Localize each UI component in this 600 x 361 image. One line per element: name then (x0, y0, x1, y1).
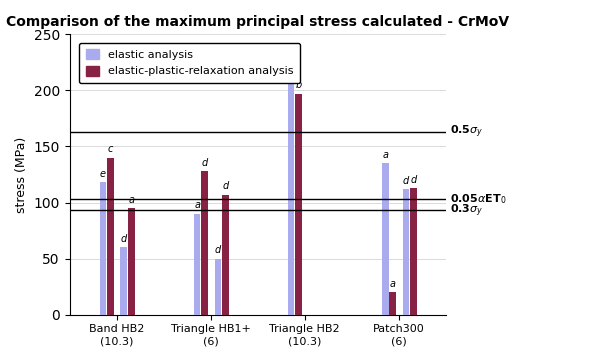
Text: d: d (222, 181, 229, 191)
Text: c: c (108, 144, 113, 154)
Text: d: d (202, 158, 208, 168)
Y-axis label: stress (MPa): stress (MPa) (15, 136, 28, 213)
Bar (215, 258, 221, 315)
Bar (382, 163, 389, 315)
Bar (100, 182, 106, 315)
Bar (389, 292, 396, 315)
Bar (410, 188, 417, 315)
Bar (222, 195, 229, 315)
Text: d: d (121, 234, 127, 244)
Text: a: a (194, 200, 200, 210)
Text: a: a (382, 150, 388, 160)
Text: b: b (296, 81, 302, 90)
Bar (128, 208, 134, 315)
Legend: elastic analysis, elastic-plastic-relaxation analysis: elastic analysis, elastic-plastic-relaxa… (79, 43, 300, 83)
Text: d: d (403, 176, 409, 186)
Bar (202, 171, 208, 315)
Bar (121, 247, 127, 315)
Text: 0.3$\sigma_y$: 0.3$\sigma_y$ (449, 202, 483, 219)
Text: a: a (128, 195, 134, 205)
Text: 0.05$\alpha$ET$_0$: 0.05$\alpha$ET$_0$ (449, 192, 506, 206)
Text: a: a (390, 279, 396, 289)
Text: b: b (288, 45, 294, 56)
Text: 0.5$\sigma_y$: 0.5$\sigma_y$ (449, 124, 483, 140)
Bar (288, 59, 295, 315)
Title: Comparison of the maximum principal stress calculated - CrMoV: Comparison of the maximum principal stre… (6, 15, 509, 29)
Bar (194, 214, 200, 315)
Text: e: e (100, 169, 106, 179)
Bar (107, 158, 114, 315)
Text: d: d (410, 175, 416, 184)
Bar (403, 189, 409, 315)
Text: d: d (215, 245, 221, 255)
Bar (295, 94, 302, 315)
